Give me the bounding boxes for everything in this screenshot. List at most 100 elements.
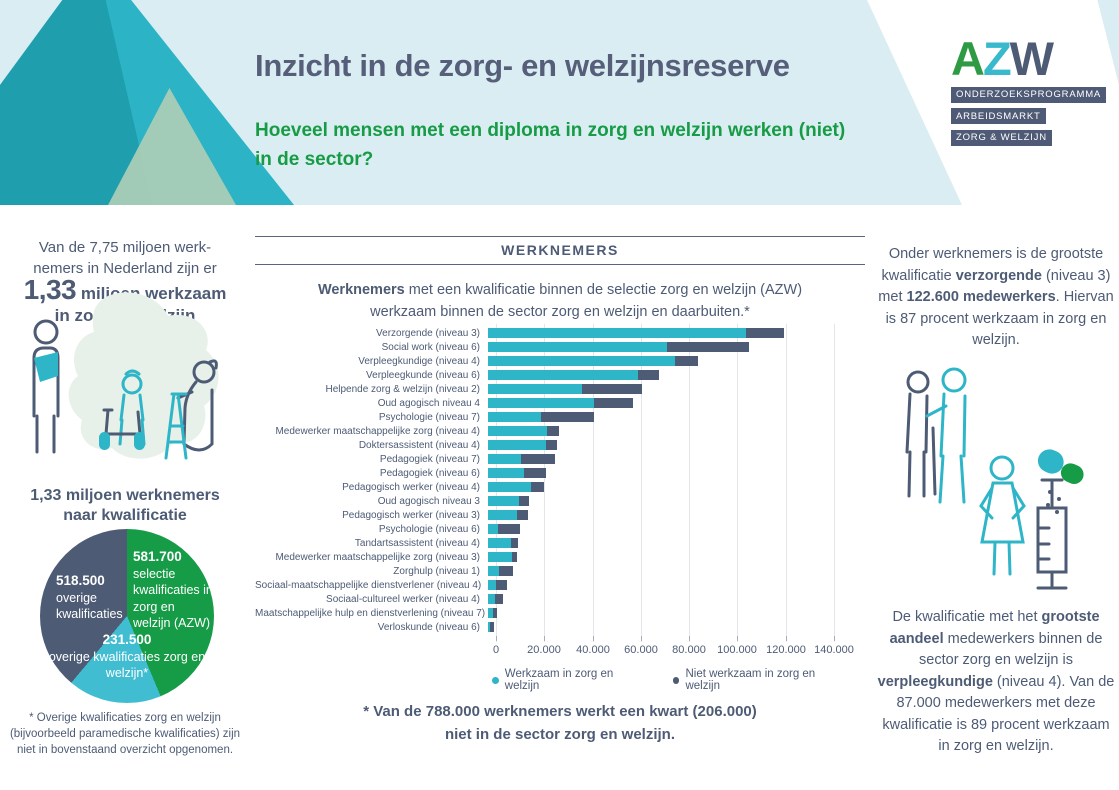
- bar-rows: Verzorgende (niveau 3) Social work (nivea…: [255, 326, 865, 634]
- azw-logo-word: AZW: [951, 34, 1101, 84]
- bar-track: [488, 566, 513, 576]
- bar-segment-werkzaam: [488, 342, 667, 352]
- bar-row: Helpende zorg & welzijn (niveau 2): [255, 382, 865, 396]
- bar-category-label: Oud agogisch niveau 4: [377, 397, 480, 409]
- bar-category-label: Doktersassistent (niveau 4): [358, 439, 480, 451]
- bar-track: [488, 580, 507, 590]
- child-icon: [118, 369, 146, 446]
- bar-category-label: Verpleegkundige (niveau 4): [358, 355, 480, 367]
- desc-line2: werkzaam binnen de sector zorg en welzij…: [370, 304, 750, 320]
- pie-chart: 581.700 selectie kwalificaties in zorg e…: [40, 529, 214, 703]
- bar-segment-niet-werkzaam: [512, 552, 517, 562]
- bar-track: [488, 440, 557, 450]
- bar-category-label: Zorghulp (niveau 1): [393, 565, 480, 577]
- bar-segment-werkzaam: [488, 398, 594, 408]
- p1-s3: (niveau 3) met: [878, 267, 1111, 306]
- p2-s4: verpleegkundige: [877, 673, 993, 690]
- bar-category-label: Pedagogiek (niveau 6): [379, 467, 480, 479]
- bar-segment-niet-werkzaam: [517, 510, 528, 520]
- bar-axis: 0 20.000 40.000 60.000 80.000 100.000 120.000 1…: [492, 634, 854, 660]
- bike-wheel-left: [99, 432, 110, 450]
- bar-segment-werkzaam: [488, 608, 493, 618]
- gridline: [689, 324, 690, 642]
- axis-tick: [544, 636, 545, 641]
- bar-segment-niet-werkzaam: [519, 496, 529, 506]
- pie-footnote: * Overige kwalificaties zorg en welzijn …: [9, 712, 241, 756]
- axis-tick-label: 20.000: [527, 644, 561, 656]
- bar-segment-werkzaam: [488, 622, 490, 632]
- gridline: [737, 324, 738, 642]
- bar-segment-niet-werkzaam: [511, 538, 518, 548]
- axis-tick: [737, 636, 738, 641]
- azw-logo: AZW ONDERZOEKSPROGRAMMA ARBEIDSMARKT ZOR…: [951, 34, 1107, 149]
- bar-category-label: Oud agogisch niveau 3: [377, 495, 480, 507]
- bar-segment-werkzaam: [488, 482, 531, 492]
- bar-segment-niet-werkzaam: [547, 426, 559, 436]
- right-paragraph-verpleegkundige: De kwalificatie met het grootste aandeel…: [877, 607, 1115, 758]
- bar-chart-description: Werknemers met een kwalificatie binnen d…: [255, 279, 865, 323]
- bar-category-label: Tandartsassistent (niveau 4): [354, 537, 480, 549]
- bar-segment-niet-werkzaam: [638, 370, 659, 380]
- bar-row: Medewerker maatschappelijke zorg (niveau…: [255, 424, 865, 438]
- bar-row: Sociaal-cultureel werker (niveau 4): [255, 592, 865, 606]
- bar-track: [488, 328, 784, 338]
- intro-line1: Van de 7,75 miljoen werk-: [38, 239, 212, 256]
- pie-label-overige: 518.500 overige kwalificaties: [56, 573, 134, 623]
- bar-track: [488, 538, 518, 548]
- legend-item-werkzaam: Werkzaam in zorg en welzijn: [492, 668, 647, 692]
- bar-segment-niet-werkzaam: [490, 622, 494, 632]
- pie-label-overige-zw: 231.500 overige kwalificaties zorg en we…: [28, 632, 226, 682]
- azw-letter-z: Z: [982, 32, 1012, 85]
- bar-segment-niet-werkzaam: [499, 566, 513, 576]
- bar-track: [488, 356, 698, 366]
- p1-s1: Onder werknemers is de grootste kwalific…: [881, 246, 1104, 284]
- bar-category-label: Medewerker maatschappelijke zorg (niveau…: [275, 551, 480, 563]
- logo-chip-onderzoeksprogramma: ONDERZOEKSPROGRAMMA: [951, 86, 1107, 103]
- chart-footnote-line1: * Van de 788.000 werknemers werkt een kw…: [363, 703, 757, 720]
- walker-icon: [164, 392, 188, 460]
- intro-line2: nemers in Nederland zijn er: [33, 260, 217, 277]
- bar-category-label: Verloskunde (niveau 6): [377, 621, 480, 633]
- bar-segment-werkzaam: [488, 454, 521, 464]
- bike-wheel-right: [134, 432, 145, 450]
- p2-s1: De kwalificatie met het: [892, 609, 1042, 625]
- logo-chip-arbeidsmarkt: ARBEIDSMARKT: [951, 108, 1046, 124]
- bar-category-label: Sociaal-maatschappelijke dienstverlener …: [255, 579, 482, 591]
- bar-row: Doktersassistent (niveau 4): [255, 438, 865, 452]
- bar-segment-niet-werkzaam: [746, 328, 784, 338]
- p2-s5: (niveau 4). Van de 87.000 medewerkers me…: [882, 673, 1115, 755]
- bar-category-label: Psychologie (niveau 7): [378, 411, 480, 423]
- bar-row: Pedagogiek (niveau 7): [255, 452, 865, 466]
- bar-track: [488, 622, 494, 632]
- bar-row: Sociaal-maatschappelijke dienstverlener …: [255, 578, 865, 592]
- bar-segment-werkzaam: [488, 412, 541, 422]
- bar-category-label: Verzorgende (niveau 3): [376, 327, 480, 339]
- axis-tick-label: 0: [492, 644, 500, 656]
- bar-track: [488, 552, 517, 562]
- bar-category-label: Maatschappelijke hulp en dienstverlening…: [255, 607, 486, 619]
- logo-chip-zorg-welzijn: ZORG & WELZIJN: [951, 129, 1052, 146]
- bar-track: [488, 398, 633, 408]
- axis-tick-label: 140.000: [814, 644, 854, 656]
- caregiver-icon: [925, 367, 967, 504]
- syringe-icon: [1036, 478, 1068, 590]
- bar-track: [488, 342, 749, 352]
- pie-title-line2: naar kwalificatie: [63, 507, 187, 524]
- bar-segment-niet-werkzaam: [521, 454, 555, 464]
- bar-row: Verloskunde (niveau 6): [255, 620, 865, 634]
- bar-row: Social work (niveau 6): [255, 340, 865, 354]
- axis-tick: [786, 636, 787, 641]
- bar-category-label: Sociaal-cultureel werker (niveau 4): [326, 593, 480, 605]
- legend-label-niet-werkzaam: Niet werkzaam in zorg en welzijn: [685, 668, 816, 692]
- bar-track: [488, 496, 529, 506]
- chart-footnote: * Van de 788.000 werknemers werkt een kw…: [255, 700, 865, 746]
- p1-s5: . Hiervan is 87 procent werkzaam in zorg…: [885, 289, 1114, 348]
- nurse-icon: [979, 455, 1026, 576]
- bar-segment-werkzaam: [488, 594, 495, 604]
- bar-category-label: Medewerker maatschappelijke zorg (niveau…: [275, 425, 480, 437]
- legend-label-werkzaam: Werkzaam in zorg en welzijn: [504, 668, 614, 692]
- bar-segment-niet-werkzaam: [546, 440, 557, 450]
- gridline: [593, 324, 594, 642]
- bar-segment-niet-werkzaam: [498, 524, 520, 534]
- bar-segment-werkzaam: [488, 524, 498, 534]
